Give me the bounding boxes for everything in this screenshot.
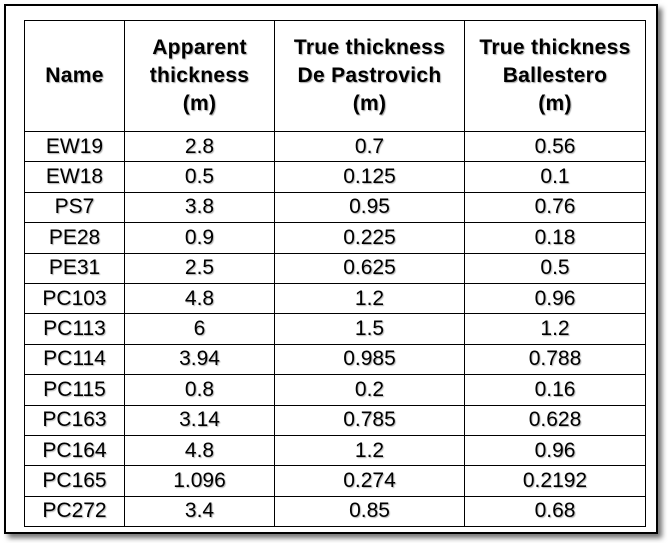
- name-cell: PC272: [24, 495, 125, 528]
- ballestero-cell: 0.16: [464, 374, 646, 406]
- table-row: PE28 0.9 0.225 0.18: [24, 222, 646, 254]
- table-row: PC164 4.8 1.2 0.96: [24, 434, 646, 467]
- header-row: Name Apparent thickness (m) True thickne…: [24, 20, 646, 132]
- de-pastrovich-cell: 0.95: [274, 191, 465, 224]
- header-line: True thickness: [479, 36, 631, 59]
- table-row: PC272 3.4 0.85 0.68: [24, 495, 646, 528]
- ballestero-cell: 0.96: [464, 282, 646, 315]
- de-pastrovich-cell: 0.2: [274, 374, 465, 406]
- ballestero-cell: 0.788: [464, 343, 646, 376]
- name-cell: EW19: [24, 130, 125, 163]
- ballestero-cell: 0.5: [464, 252, 646, 284]
- apparent-thickness-cell: 4.8: [124, 282, 275, 315]
- de-pastrovich-cell: 1.5: [274, 313, 465, 345]
- de-pastrovich-cell: 1.2: [274, 282, 465, 315]
- header-line: Ballestero: [502, 64, 608, 87]
- de-pastrovich-cell: 0.7: [274, 130, 465, 163]
- ballestero-cell: 0.68: [464, 495, 646, 528]
- table-row: PE31 2.5 0.625 0.5: [24, 252, 646, 284]
- apparent-thickness-cell: 0.5: [124, 161, 275, 193]
- header-line: (m): [352, 92, 387, 115]
- name-cell: PE28: [24, 222, 125, 254]
- table-row: PC165 1.096 0.274 0.2192: [24, 465, 646, 497]
- de-pastrovich-cell: 0.125: [274, 161, 465, 193]
- apparent-thickness-cell: 3.4: [124, 495, 275, 528]
- table-body: EW19 2.8 0.7 0.56 EW18 0.5 0.125 0.1 PS7 3.8 0.95 0…: [24, 130, 646, 528]
- header-true-thickness-de-pastrovich: True thickness De Pastrovich (m): [274, 20, 465, 132]
- ballestero-cell: 0.1: [464, 161, 646, 193]
- table-row: EW18 0.5 0.125 0.1: [24, 161, 646, 193]
- apparent-thickness-cell: 6: [124, 313, 275, 345]
- table-row: EW19 2.8 0.7 0.56: [24, 130, 646, 163]
- apparent-thickness-cell: 2.5: [124, 252, 275, 284]
- header-line: (m): [182, 92, 217, 115]
- thickness-table: Name Apparent thickness (m) True thickne…: [24, 20, 646, 528]
- name-cell: PS7: [24, 191, 125, 224]
- de-pastrovich-cell: 1.2: [274, 434, 465, 467]
- apparent-thickness-cell: 3.8: [124, 191, 275, 224]
- header-line: True thickness: [293, 36, 446, 59]
- de-pastrovich-cell: 0.85: [274, 495, 465, 528]
- apparent-thickness-cell: 4.8: [124, 434, 275, 467]
- name-cell: PC164: [24, 434, 125, 467]
- ballestero-cell: 1.2: [464, 313, 646, 345]
- table-row: PC115 0.8 0.2 0.16: [24, 374, 646, 406]
- header-line: thickness: [149, 64, 250, 87]
- apparent-thickness-cell: 2.8: [124, 130, 275, 163]
- name-cell: EW18: [24, 161, 125, 193]
- ballestero-cell: 0.18: [464, 222, 646, 254]
- apparent-thickness-cell: 1.096: [124, 465, 275, 497]
- table-row: PC103 4.8 1.2 0.96: [24, 282, 646, 315]
- header-line: (m): [538, 92, 572, 115]
- apparent-thickness-cell: 3.94: [124, 343, 275, 376]
- name-cell: PE31: [24, 252, 125, 284]
- table-frame: Name Apparent thickness (m) True thickne…: [4, 4, 658, 534]
- header-name: Name: [24, 20, 125, 132]
- apparent-thickness-cell: 0.9: [124, 222, 275, 254]
- table-row: PC114 3.94 0.985 0.788: [24, 343, 646, 376]
- de-pastrovich-cell: 0.785: [274, 404, 465, 436]
- ballestero-cell: 0.2192: [464, 465, 646, 497]
- table-row: PC163 3.14 0.785 0.628: [24, 404, 646, 436]
- header-apparent-thickness: Apparent thickness (m): [124, 20, 275, 132]
- de-pastrovich-cell: 0.625: [274, 252, 465, 284]
- ballestero-cell: 0.76: [464, 191, 646, 224]
- header-true-thickness-ballestero: True thickness Ballestero (m): [464, 20, 646, 132]
- name-cell: PC163: [24, 404, 125, 436]
- name-cell: PC165: [24, 465, 125, 497]
- de-pastrovich-cell: 0.274: [274, 465, 465, 497]
- table-row: PS7 3.8 0.95 0.76: [24, 191, 646, 224]
- apparent-thickness-cell: 3.14: [124, 404, 275, 436]
- header-line: De Pastrovich: [297, 64, 442, 87]
- name-cell: PC113: [24, 313, 125, 345]
- name-cell: PC114: [24, 343, 125, 376]
- de-pastrovich-cell: 0.985: [274, 343, 465, 376]
- ballestero-cell: 0.628: [464, 404, 646, 436]
- ballestero-cell: 0.56: [464, 130, 646, 163]
- header-name-line: Name: [45, 64, 104, 87]
- apparent-thickness-cell: 0.8: [124, 374, 275, 406]
- table-row: PC113 6 1.5 1.2: [24, 313, 646, 345]
- de-pastrovich-cell: 0.225: [274, 222, 465, 254]
- header-line: Apparent: [152, 36, 247, 59]
- name-cell: PC103: [24, 282, 125, 315]
- name-cell: PC115: [24, 374, 125, 406]
- ballestero-cell: 0.96: [464, 434, 646, 467]
